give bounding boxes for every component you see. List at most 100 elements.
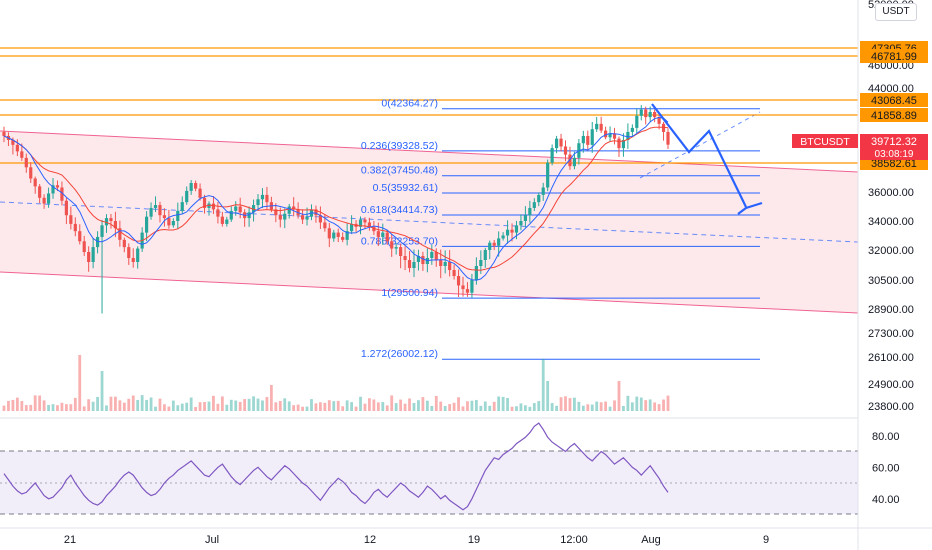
- candle-body: [407, 260, 412, 268]
- volume-bar: [29, 404, 33, 411]
- volume-bar: [47, 404, 50, 411]
- time-tick-label: Aug: [641, 534, 661, 546]
- candle-body: [390, 241, 394, 249]
- rsi-axis[interactable]: 80.00 60.00 40.00: [872, 431, 900, 506]
- volume-bar: [368, 398, 371, 411]
- candle-body: [630, 127, 634, 132]
- candle-body: [528, 207, 532, 216]
- volume-bar: [7, 400, 10, 411]
- last-price-value: 39712.32: [871, 136, 917, 148]
- volume-bar: [136, 399, 140, 411]
- rsi-band: [0, 451, 858, 514]
- time-tick-label: 9: [763, 534, 769, 546]
- time-tick-label: Jul: [205, 534, 219, 546]
- level-badge-label: 38582.61: [871, 158, 917, 170]
- volume-bar: [581, 405, 585, 411]
- volume-bar: [515, 406, 518, 411]
- candle-body: [452, 270, 456, 276]
- time-axis[interactable]: 21 Jul 12 19 12:00 Aug 9: [64, 534, 769, 546]
- quote-unit-label[interactable]: USDT: [875, 3, 917, 21]
- volume-bar: [519, 403, 523, 411]
- volume-bar: [590, 404, 594, 411]
- candle-body: [91, 247, 95, 262]
- volume-bar: [635, 396, 639, 411]
- candle-body: [595, 123, 599, 130]
- volume-bar: [20, 401, 24, 411]
- candle-body: [171, 221, 175, 226]
- candle-body: [20, 151, 24, 158]
- volume-bar: [492, 401, 496, 411]
- time-tick-label: 12:00: [560, 534, 588, 546]
- candle-body: [501, 235, 505, 239]
- candle-body: [42, 197, 46, 204]
- moving-average-fast: [3, 116, 669, 281]
- volume-bar: [662, 399, 665, 411]
- volume-bar: [510, 406, 514, 411]
- candle-body: [149, 207, 153, 217]
- volume-bar: [105, 405, 108, 411]
- candle-body: [220, 216, 224, 224]
- price-tick-label: 44000.00: [868, 83, 914, 95]
- candle-body: [162, 215, 167, 219]
- volume-bar: [653, 402, 657, 411]
- volume-bar: [278, 400, 282, 411]
- rsi-tick-label: 40.00: [872, 494, 900, 506]
- candle-body: [341, 236, 345, 240]
- candle-body: [505, 229, 510, 236]
- candle-body: [60, 187, 64, 201]
- candle-body: [434, 252, 438, 260]
- volume-bar: [434, 395, 438, 411]
- volume-bar: [381, 402, 385, 411]
- candle-body: [421, 256, 425, 264]
- candle-body: [345, 231, 349, 240]
- volume-bar: [140, 395, 144, 411]
- candle-body: [305, 216, 309, 220]
- volume-bar: [372, 399, 376, 411]
- candle-body: [189, 183, 193, 191]
- level-badge-label: 46781.99: [871, 51, 917, 63]
- candle-body: [363, 219, 367, 223]
- volume-bar: [617, 381, 621, 411]
- volume-bar: [64, 404, 68, 411]
- candle-body: [412, 262, 416, 268]
- volume-bar: [145, 399, 149, 411]
- time-tick-label: 21: [64, 534, 76, 546]
- candle-body: [176, 210, 180, 221]
- volume-bar: [657, 404, 661, 411]
- volume-bar: [461, 406, 465, 411]
- volume-bar: [11, 399, 15, 411]
- volume-bar: [127, 398, 131, 411]
- volume-bar: [310, 399, 313, 411]
- candle-body: [225, 219, 229, 224]
- symbol-label: BTCUSDT: [800, 136, 850, 148]
- candlesticks: [2, 105, 670, 314]
- volume-bar: [332, 401, 336, 411]
- volume-bar: [425, 400, 429, 411]
- volume-bar: [60, 402, 64, 411]
- candle-body: [287, 206, 291, 214]
- candle-body: [153, 205, 158, 208]
- candle-body: [483, 250, 487, 260]
- volume-bar: [216, 403, 220, 411]
- volume-bar: [528, 406, 532, 411]
- candle-body: [185, 190, 189, 203]
- candle-body: [229, 210, 233, 220]
- volume-bar: [243, 399, 247, 411]
- projection-arrow[interactable]: [651, 103, 747, 208]
- volume-bar: [114, 396, 117, 411]
- price-tick-label: 32000.00: [868, 245, 914, 257]
- volume-bar: [42, 400, 46, 411]
- candle-body: [180, 202, 184, 211]
- volume-bar: [24, 405, 28, 411]
- candle-body: [318, 215, 323, 223]
- candle-body: [376, 231, 380, 237]
- volume-bar: [292, 405, 296, 411]
- volume-bar: [613, 400, 616, 411]
- volume-bar: [15, 397, 19, 411]
- price-tick-label: 23800.00: [868, 401, 914, 413]
- volume-bar: [91, 401, 95, 411]
- volume-bar: [185, 402, 189, 411]
- volume-bar: [149, 397, 153, 411]
- candle-body: [33, 178, 37, 187]
